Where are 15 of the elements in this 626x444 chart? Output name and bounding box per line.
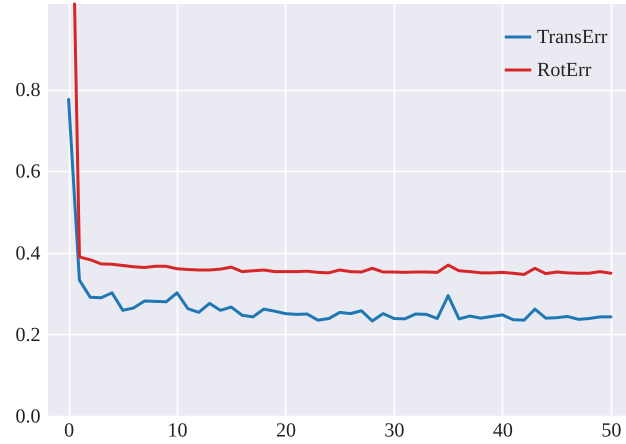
y-tick-label: 0.8: [16, 79, 40, 102]
y-tick-label: 0.4: [16, 242, 40, 264]
legend-label: TransErr: [537, 26, 608, 48]
legend-label: RotErr: [537, 59, 592, 81]
line-series: [67, 98, 612, 322]
y-tick-label: 0.0: [16, 406, 40, 428]
y-tick-label: 0.2: [16, 324, 40, 346]
x-tick-label: 20: [276, 420, 296, 442]
x-tick-label: 30: [384, 420, 404, 442]
x-tick-label: 40: [492, 420, 513, 442]
x-tick-label: 10: [168, 420, 188, 442]
x-tick-label: 0: [64, 420, 74, 442]
line-series: [73, 2, 612, 276]
y-tick-label: 0.6: [16, 160, 40, 183]
x-tick-label: 50: [601, 420, 622, 442]
